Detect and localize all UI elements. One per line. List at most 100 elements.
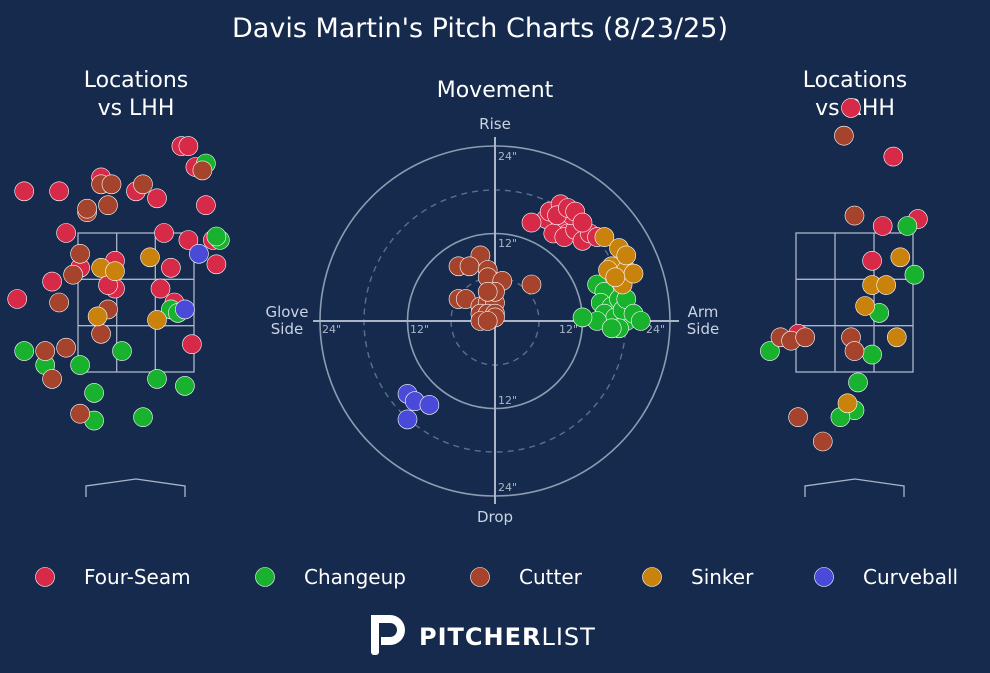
rhh-point-sinker: [855, 296, 875, 316]
axis-label-drop: Drop: [477, 508, 513, 526]
lhh-point-curveball: [175, 299, 195, 320]
movement-point-curveball: [397, 409, 418, 430]
lhh-point-four-seam: [178, 230, 199, 250]
lhh-point-four-seam: [196, 195, 216, 215]
ring-label-left-12: 12": [410, 323, 429, 336]
axis-label-glove-2: Side: [271, 320, 303, 338]
lhh-point-cutter: [42, 369, 62, 389]
movement-panel: Movement Rise Drop Glove Side Arm Side 2…: [265, 78, 719, 526]
lhh-point-four-seam: [14, 181, 35, 202]
lhh-point-cutter: [35, 341, 56, 361]
lhh-point-cutter: [49, 292, 69, 313]
legend-marker-four-seam: [35, 567, 55, 587]
lhh-point-four-seam: [161, 257, 181, 278]
lhh-point-changeup: [112, 341, 132, 361]
lhh-point-changeup: [84, 383, 104, 403]
rhh-point-changeup: [904, 264, 925, 285]
movement-point-cutter: [521, 274, 542, 295]
lhh-point-sinker: [140, 247, 160, 268]
legend-label-cutter: Cutter: [519, 565, 583, 589]
lhh-point-cutter: [98, 195, 118, 215]
legend-marker-sinker: [642, 567, 662, 587]
movement-point-four-seam: [572, 212, 593, 233]
rhh-point-cutter: [834, 125, 854, 146]
lhh-point-cutter: [56, 337, 76, 358]
rhh-point-changeup: [862, 344, 882, 365]
lhh-point-cutter: [70, 403, 90, 424]
pitcherlist-logo: PITCHERLIST: [371, 615, 596, 655]
movement-title: Movement: [437, 78, 554, 103]
rhh-title-line-1: Locations: [803, 68, 908, 93]
lhh-point-curveball: [189, 244, 209, 264]
lhh-point-cutter: [91, 323, 111, 344]
lhh-point-changeup: [133, 407, 153, 428]
legend-label-sinker: Sinker: [691, 565, 754, 589]
legend-label-four-seam: Four-Seam: [84, 565, 191, 589]
lhh-point-four-seam: [206, 254, 227, 275]
rhh-point-cutter: [788, 407, 808, 428]
axis-label-arm-1: Arm: [688, 303, 719, 321]
lhh-point-four-seam: [150, 278, 171, 299]
axis-label-arm-2: Side: [687, 320, 719, 338]
rhh-point-cutter: [795, 327, 816, 348]
movement-pitch-points: [397, 194, 651, 430]
rhh-point-four-seam: [841, 98, 861, 118]
lhh-point-sinker: [87, 306, 108, 327]
lhh-point-changeup: [70, 355, 90, 375]
brand-text-light: LIST: [541, 623, 595, 651]
rhh-point-changeup: [897, 216, 918, 236]
rhh-point-four-seam: [862, 250, 882, 271]
movement-point-changeup: [572, 307, 593, 328]
legend-label-curveball: Curveball: [863, 565, 958, 589]
lhh-point-sinker: [147, 310, 167, 330]
movement-point-changeup: [601, 318, 622, 339]
legend-marker-changeup: [255, 567, 275, 587]
rhh-point-sinker: [886, 327, 907, 348]
lhh-point-cutter: [77, 198, 97, 219]
movement-point-sinker: [605, 267, 626, 288]
ring-label-bottom-24: 24": [498, 481, 517, 494]
legend-label-changeup: Changeup: [304, 565, 406, 589]
lhh-point-cutter: [70, 244, 90, 264]
rhh-pitch-points: [760, 98, 928, 452]
pitcherlist-p-icon: [371, 615, 405, 655]
brand-text: PITCHERLIST: [419, 623, 596, 651]
ring-label-right-12: 12": [559, 323, 578, 336]
chart-title: Davis Martin's Pitch Charts (8/23/25): [232, 13, 728, 44]
lhh-point-four-seam: [182, 334, 202, 355]
rhh-point-cutter: [812, 431, 833, 452]
lhh-home-plate: [85, 478, 186, 497]
lhh-point-cutter: [192, 160, 213, 181]
movement-point-changeup: [630, 311, 651, 331]
lhh-point-four-seam: [178, 136, 199, 156]
ring-label-bottom-12: 12": [498, 394, 517, 407]
rhh-point-sinker: [837, 393, 858, 414]
ring-label-top-24: 24": [498, 150, 517, 163]
legend-marker-cutter: [470, 567, 490, 587]
lhh-zone-outline: [77, 232, 195, 373]
lhh-point-cutter: [63, 264, 83, 285]
pitch-type-legend: Four-Seam Changeup Cutter Sinker Curveball: [35, 565, 958, 589]
lhh-locations-panel: Locations vs LHH: [7, 68, 230, 497]
rhh-point-four-seam: [883, 146, 904, 167]
rhh-point-changeup: [760, 341, 780, 361]
lhh-point-four-seam: [147, 188, 167, 209]
movement-point-curveball: [419, 395, 440, 415]
lhh-point-four-seam: [154, 223, 174, 243]
lhh-title-line-2: vs LHH: [98, 96, 175, 121]
movement-point-cutter: [477, 281, 498, 302]
movement-point-cutter: [459, 256, 480, 277]
lhh-point-cutter: [133, 174, 153, 195]
movement-point-cutter: [477, 311, 498, 331]
lhh-point-changeup: [206, 226, 227, 247]
rhh-point-sinker: [890, 247, 911, 268]
lhh-point-four-seam: [56, 223, 76, 243]
lhh-pitch-points: [7, 136, 230, 431]
movement-point-sinker: [594, 227, 615, 247]
lhh-point-cutter: [101, 174, 122, 195]
lhh-point-changeup: [14, 341, 35, 361]
rhh-point-cutter: [844, 341, 865, 361]
lhh-point-four-seam: [7, 289, 28, 309]
lhh-point-four-seam: [49, 181, 69, 202]
